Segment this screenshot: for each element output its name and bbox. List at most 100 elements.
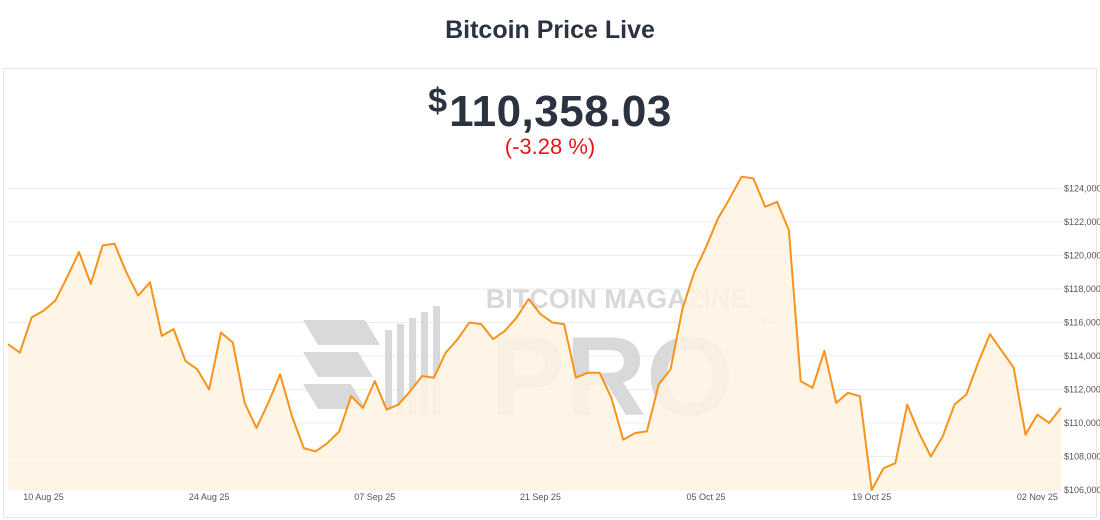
price-value: 110,358.03	[449, 87, 672, 136]
data-point	[953, 403, 955, 405]
data-point	[965, 393, 967, 395]
data-point	[504, 330, 506, 332]
y-tick-label: $116,000	[1064, 317, 1100, 327]
data-point	[66, 276, 68, 278]
data-point	[267, 402, 269, 404]
data-point	[729, 197, 731, 199]
data-point	[90, 283, 92, 285]
data-point	[527, 298, 529, 300]
data-point	[208, 388, 210, 390]
data-point	[385, 408, 387, 410]
x-axis-labels: 10 Aug 25 24 Aug 25 07 Sep 25 21 Sep 25 05 O…	[23, 492, 1058, 502]
data-point	[1036, 413, 1038, 415]
x-tick-label: 10 Aug 25	[23, 492, 64, 502]
data-point	[622, 439, 624, 441]
data-point	[1024, 434, 1026, 436]
data-point	[646, 430, 648, 432]
data-point	[551, 321, 553, 323]
data-point	[989, 333, 991, 335]
data-point	[397, 403, 399, 405]
data-point	[492, 338, 494, 340]
data-point	[575, 377, 577, 379]
data-point	[326, 442, 328, 444]
data-point	[681, 308, 683, 310]
y-tick-label: $118,000	[1064, 284, 1100, 294]
data-point	[1048, 422, 1050, 424]
data-point	[539, 313, 541, 315]
data-point	[445, 351, 447, 353]
data-point	[776, 201, 778, 203]
data-point	[172, 328, 174, 330]
data-point	[752, 177, 754, 179]
data-point	[279, 373, 281, 375]
page-title: Bitcoin Price Live	[445, 16, 655, 44]
data-point	[456, 338, 458, 340]
data-point	[338, 430, 340, 432]
data-point	[374, 380, 376, 382]
data-point	[184, 360, 186, 362]
x-tick-label: 07 Sep 25	[354, 492, 395, 502]
data-point	[930, 455, 932, 457]
data-point	[894, 462, 896, 464]
data-point	[587, 372, 589, 374]
y-tick-label: $124,000	[1064, 183, 1100, 193]
data-point	[598, 372, 600, 374]
data-point	[303, 447, 305, 449]
currency-symbol: $	[428, 82, 448, 120]
data-point	[137, 294, 139, 296]
y-tick-label: $108,000	[1064, 451, 1100, 461]
price-area-fill	[8, 176, 1061, 490]
data-point	[705, 246, 707, 248]
y-axis-labels: $106,000 $108,000 $110,000 $112,000 $114,000…	[1064, 183, 1100, 495]
data-point	[291, 415, 293, 417]
data-point	[243, 402, 245, 404]
data-point	[847, 392, 849, 394]
data-point	[693, 271, 695, 273]
data-point	[101, 244, 103, 246]
y-tick-label: $122,000	[1064, 217, 1100, 227]
x-tick-label: 19 Oct 25	[852, 492, 891, 502]
x-tick-label: 24 Aug 25	[189, 492, 230, 502]
data-point	[800, 380, 802, 382]
data-point	[977, 361, 979, 363]
y-tick-label: $106,000	[1064, 485, 1100, 495]
data-point	[409, 390, 411, 392]
data-point	[788, 229, 790, 231]
y-tick-label: $120,000	[1064, 250, 1100, 260]
watermark-logo-icon	[303, 306, 440, 415]
data-point	[859, 395, 861, 397]
data-point	[634, 432, 636, 434]
x-tick-label: 05 Oct 25	[687, 492, 726, 502]
data-point	[362, 407, 364, 409]
data-point	[54, 299, 56, 301]
data-point	[468, 321, 470, 323]
data-point	[125, 271, 127, 273]
data-point	[196, 368, 198, 370]
data-point	[421, 375, 423, 377]
data-point	[78, 251, 80, 253]
data-point	[1060, 407, 1062, 409]
data-point	[42, 310, 44, 312]
price-display: $110,358.03	[0, 82, 1100, 137]
data-point	[871, 489, 873, 491]
data-point	[764, 206, 766, 208]
data-point	[30, 316, 32, 318]
data-point	[433, 377, 435, 379]
price-change: (-3.28 %)	[504, 134, 596, 159]
data-point	[113, 243, 115, 245]
data-point	[941, 435, 943, 437]
data-point	[480, 323, 482, 325]
data-point	[835, 402, 837, 404]
data-point	[516, 316, 518, 318]
data-point	[658, 383, 660, 385]
data-point	[161, 335, 163, 337]
price-line	[7, 175, 1062, 491]
data-point	[669, 368, 671, 370]
data-point	[740, 175, 742, 177]
data-point	[823, 350, 825, 352]
data-point	[811, 387, 813, 389]
data-point	[220, 331, 222, 333]
x-tick-label: 02 Nov 25	[1017, 492, 1058, 502]
y-tick-label: $112,000	[1064, 384, 1100, 394]
